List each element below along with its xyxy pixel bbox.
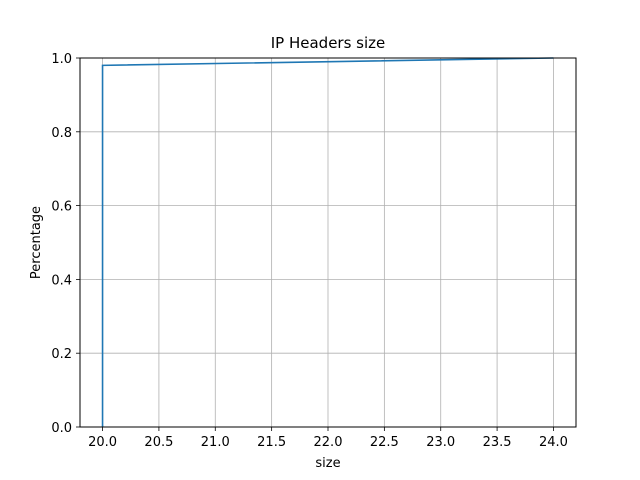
grid (80, 57, 576, 428)
y-tick-label: 0.0 (51, 421, 72, 436)
x-tick-label: 23.0 (426, 435, 455, 450)
x-axis-label: size (315, 456, 340, 471)
x-tick-label: 22.5 (370, 435, 399, 450)
y-tick-label: 0.2 (51, 347, 72, 362)
y-tick-label: 0.8 (51, 126, 72, 141)
x-tick-label: 22.0 (314, 435, 343, 450)
x-tick-label: 23.5 (483, 435, 512, 450)
chart-title: IP Headers size (271, 34, 386, 52)
y-axis-ticks: 0.0 0.2 0.4 0.6 0.8 1.0 (51, 52, 80, 436)
x-axis-ticks: 20.0 20.5 21.0 21.5 22.0 22.5 23.0 23.5 24.0 (88, 427, 568, 450)
x-tick-label: 20.5 (144, 435, 173, 450)
y-tick-label: 0.4 (51, 273, 72, 288)
x-tick-label: 21.5 (257, 435, 286, 450)
series-layer (101, 57, 554, 427)
y-tick-label: 1.0 (51, 52, 72, 67)
y-axis-label: Percentage (29, 206, 44, 279)
y-tick-label: 0.6 (51, 200, 72, 215)
x-tick-label: 21.0 (201, 435, 230, 450)
x-tick-label: 20.0 (88, 435, 117, 450)
series-line-0 (101, 57, 554, 427)
x-tick-label: 24.0 (539, 435, 568, 450)
